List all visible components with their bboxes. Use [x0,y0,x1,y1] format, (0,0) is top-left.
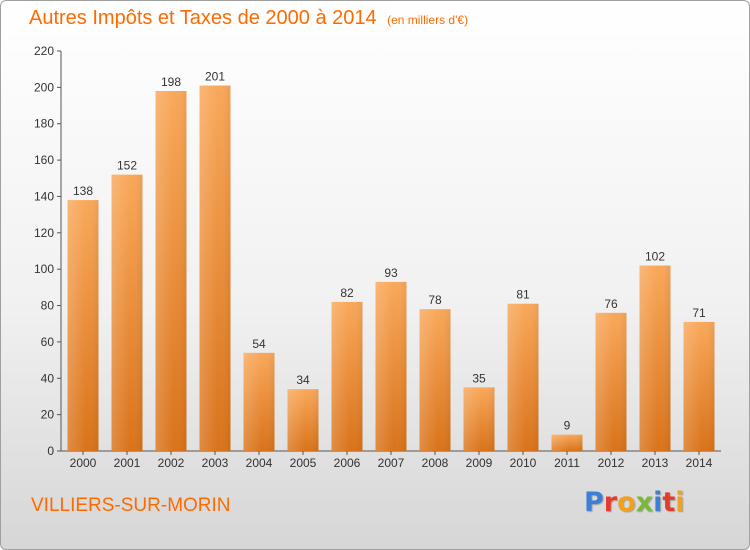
x-tick-label-2008: 2008 [422,456,449,470]
bar-shade-2008 [419,309,451,451]
x-tick-label-2002: 2002 [158,456,185,470]
x-tick-label-2005: 2005 [290,456,317,470]
bar-shade-2003 [199,85,231,451]
proxiti-logo[interactable]: Proxiti [584,487,685,518]
title-row: Autres Impôts et Taxes de 2000 à 2014 (e… [29,7,468,30]
data-label-2006: 82 [340,286,354,300]
y-tick-label: 220 [34,44,54,58]
x-tick-label-2014: 2014 [686,456,713,470]
y-tick-label: 120 [34,226,54,240]
data-label-2013: 102 [645,250,665,264]
x-tick-label-2001: 2001 [114,456,141,470]
y-tick-label: 140 [34,189,54,203]
x-tick-label-2000: 2000 [70,456,97,470]
chart-subtitle: (en milliers d'€) [387,13,469,27]
y-tick-label: 160 [34,153,54,167]
data-label-2009: 35 [472,371,486,385]
data-label-2011: 9 [564,419,571,433]
data-label-2014: 71 [692,306,706,320]
x-tick-label-2003: 2003 [202,456,229,470]
data-label-2012: 76 [604,297,618,311]
x-tick-label-2007: 2007 [378,456,405,470]
x-tick-label-2013: 2013 [642,456,669,470]
y-tick-label: 200 [34,80,54,94]
data-label-2001: 152 [117,159,137,173]
data-label-2000: 138 [73,184,93,198]
bar-shade-2002 [155,91,187,451]
data-label-2010: 81 [516,288,530,302]
data-label-2002: 198 [161,75,181,89]
x-tick-label-2010: 2010 [510,456,537,470]
bar-shade-2005 [287,389,319,451]
x-tick-label-2006: 2006 [334,456,361,470]
y-tick-label: 80 [41,299,55,313]
bar-shade-2013 [639,265,671,451]
bar-shade-2004 [243,352,275,451]
bar-shade-2010 [507,303,539,451]
bar-shade-2011 [551,434,583,451]
x-tick-label-2009: 2009 [466,456,493,470]
x-tick-label-2004: 2004 [246,456,273,470]
bar-shade-2000 [67,200,99,451]
bar-shade-2001 [111,174,143,452]
y-tick-label: 60 [41,335,55,349]
bar-shade-2014 [683,321,715,451]
y-tick-label: 100 [34,262,54,276]
bar-shade-2009 [463,387,495,451]
bar-shade-2012 [595,312,627,451]
y-tick-label: 0 [47,444,54,458]
bar-shade-2006 [331,301,363,451]
bar-shade-2007 [375,281,407,451]
data-label-2005: 34 [296,373,310,387]
data-label-2008: 78 [428,293,442,307]
y-tick-label: 40 [41,371,55,385]
data-label-2004: 54 [252,337,266,351]
data-label-2003: 201 [205,70,225,84]
y-tick-label: 20 [41,408,55,422]
x-tick-label-2012: 2012 [598,456,625,470]
chart-title: Autres Impôts et Taxes de 2000 à 2014 [29,7,377,29]
data-label-2007: 93 [384,266,398,280]
commune-name: VILLIERS-SUR-MORIN [31,495,231,516]
y-tick-label: 180 [34,117,54,131]
x-tick-label-2011: 2011 [554,456,580,470]
